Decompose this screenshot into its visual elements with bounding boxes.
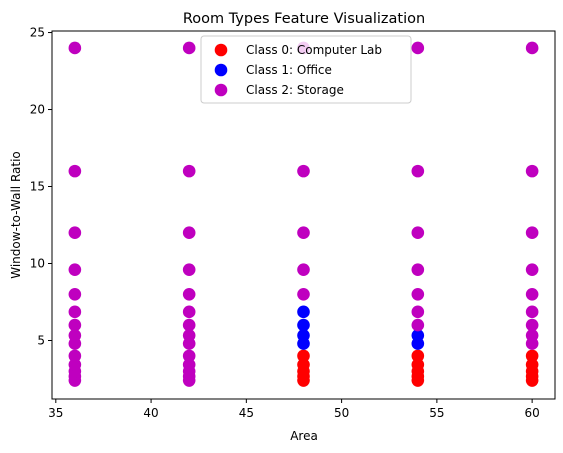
scatter-point xyxy=(68,41,82,55)
scatter-point xyxy=(411,349,425,363)
y-tick-label: 5 xyxy=(37,333,45,347)
legend-marker xyxy=(214,63,228,77)
axes-frame xyxy=(51,30,556,400)
scatter-point xyxy=(68,349,82,363)
scatter-point xyxy=(182,226,196,240)
scatter-point xyxy=(525,41,539,55)
chart-title: Room Types Feature Visualization xyxy=(183,11,425,27)
scatter-point xyxy=(525,226,539,240)
scatter-point xyxy=(68,305,82,319)
scatter-point xyxy=(182,349,196,363)
scatter-point xyxy=(297,164,310,178)
scatter-point xyxy=(297,358,310,371)
y-tick-label: 15 xyxy=(30,180,45,194)
scatter-point xyxy=(411,288,425,301)
scatter-point xyxy=(68,358,82,371)
legend: Class 0: Computer Lab Class 1: Office Clas… xyxy=(200,35,412,104)
series-1 xyxy=(297,305,425,350)
y-tick-label: 20 xyxy=(30,103,45,117)
legend-items: Class 0: Computer Lab Class 1: Office Clas… xyxy=(214,43,382,97)
scatter-point xyxy=(525,329,539,342)
scatter-point xyxy=(182,263,196,276)
y-tick-label: 25 xyxy=(30,26,45,40)
scatter-point xyxy=(297,318,310,332)
scatter-point xyxy=(68,318,82,332)
scatter-point xyxy=(411,329,425,342)
scatter-point xyxy=(411,41,425,55)
scatter-point xyxy=(525,349,539,363)
scatter-point xyxy=(297,226,310,240)
legend-box xyxy=(200,35,412,104)
scatter-point xyxy=(297,329,310,342)
legend-label: Class 0: Computer Lab xyxy=(246,43,382,57)
scatter-point xyxy=(68,329,82,342)
scatter-point xyxy=(182,358,196,371)
series-2 xyxy=(68,41,539,387)
x-tick-label: 35 xyxy=(48,406,63,420)
scatter-point xyxy=(182,318,196,332)
scatter-point xyxy=(525,263,539,276)
scatter-point xyxy=(297,349,310,363)
x-axis-label: Area xyxy=(290,429,318,443)
scatter-point xyxy=(411,226,425,240)
series-0 xyxy=(297,349,539,387)
y-axis-label: Window-to-Wall Ratio xyxy=(9,151,23,279)
scatter-point xyxy=(297,288,310,301)
scatter-point xyxy=(411,318,425,332)
scatter-point xyxy=(411,164,425,178)
scatter-point xyxy=(525,305,539,319)
legend-label: Class 2: Storage xyxy=(246,83,344,97)
legend-marker xyxy=(214,83,228,97)
scatter-point xyxy=(68,263,82,276)
y-ticks: 5 10 15 20 25 xyxy=(30,26,52,347)
legend-marker xyxy=(214,43,228,57)
scatter-point xyxy=(68,226,82,240)
points-layer xyxy=(68,41,539,387)
scatter-point xyxy=(525,358,539,371)
scatter-point xyxy=(525,164,539,178)
scatter-point xyxy=(182,329,196,342)
x-ticks: 35 40 45 50 55 60 xyxy=(48,399,540,420)
x-tick-label: 55 xyxy=(429,406,444,420)
scatter-point xyxy=(68,288,82,301)
scatter-point xyxy=(411,305,425,319)
scatter-point xyxy=(182,164,196,178)
scatter-point xyxy=(182,41,196,55)
scatter-point xyxy=(411,358,425,371)
scatter-point xyxy=(182,288,196,301)
scatter-point xyxy=(182,305,196,319)
x-tick-label: 50 xyxy=(334,406,349,420)
y-tick-label: 10 xyxy=(30,257,45,271)
scatter-point xyxy=(297,305,310,319)
x-tick-label: 40 xyxy=(143,406,158,420)
scatter-point xyxy=(68,164,82,178)
scatter-point xyxy=(297,263,310,276)
x-tick-label: 45 xyxy=(239,406,254,420)
x-tick-label: 60 xyxy=(524,406,539,420)
scatter-point xyxy=(525,288,539,301)
scatter-point xyxy=(525,318,539,332)
legend-label: Class 1: Office xyxy=(246,63,332,77)
scatter-point xyxy=(411,263,425,276)
